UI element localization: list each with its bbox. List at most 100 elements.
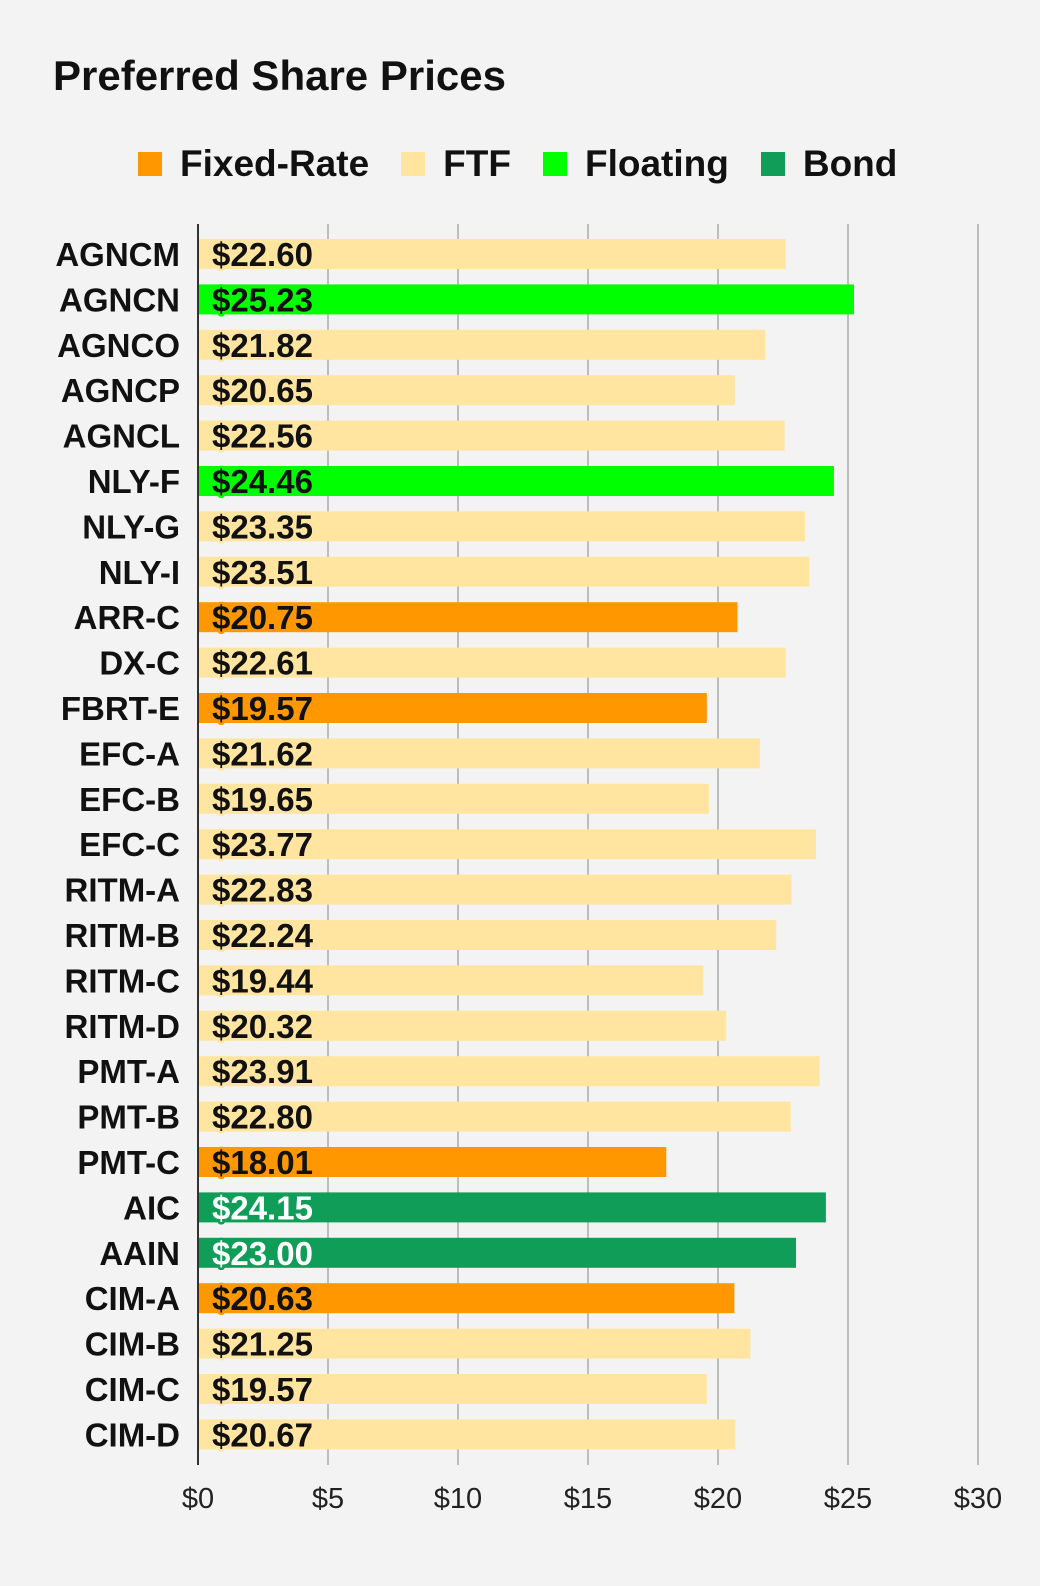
bar [199, 1419, 736, 1450]
bar [199, 556, 810, 587]
data-label: $22.56 [212, 418, 313, 455]
data-label: $20.65 [212, 372, 313, 409]
x-axis-ticks: $0 $5 $10 $15 $20 $25 $30 [182, 1483, 1002, 1515]
category-label: CIM-B [85, 1326, 180, 1363]
bar [199, 284, 854, 315]
bar [199, 1237, 796, 1268]
data-label: $23.35 [212, 508, 313, 545]
legend-label-ftf: FTF [443, 143, 511, 184]
data-label: $19.44 [212, 962, 314, 999]
bar [199, 965, 704, 996]
category-label: EFC-C [79, 826, 180, 863]
category-label: RITM-D [65, 1008, 180, 1045]
data-label: $18.01 [212, 1144, 313, 1181]
bar [199, 375, 735, 406]
category-label: EFC-A [79, 735, 180, 772]
data-label: $24.15 [212, 1189, 313, 1226]
data-label: $23.51 [212, 554, 313, 591]
legend-swatch-fixed-rate [138, 152, 162, 176]
data-label: $20.67 [212, 1416, 313, 1453]
data-label: $19.57 [212, 690, 313, 727]
legend-label-fixed-rate: Fixed-Rate [180, 143, 370, 184]
category-label: AIC [123, 1189, 180, 1226]
data-label: $23.77 [212, 826, 313, 863]
data-label: $22.24 [212, 917, 314, 954]
data-label: $24.46 [212, 463, 313, 500]
category-label: AGNCP [61, 372, 180, 409]
bar [199, 874, 792, 905]
data-label: $20.32 [212, 1008, 313, 1045]
bar [199, 738, 761, 769]
x-tick-label: $15 [564, 1483, 612, 1515]
category-label: NLY-I [99, 554, 180, 591]
x-tick-label: $25 [824, 1483, 872, 1515]
data-label: $25.23 [212, 281, 313, 318]
category-label: CIM-A [85, 1280, 180, 1317]
bar [199, 1374, 707, 1404]
bar [199, 602, 738, 633]
category-label: NLY-F [88, 463, 180, 500]
category-label: PMT-A [77, 1053, 180, 1090]
bar [199, 1283, 735, 1314]
data-label: $23.91 [212, 1053, 313, 1090]
x-tick-label: $10 [434, 1483, 482, 1515]
x-tick-label: $20 [694, 1483, 742, 1515]
bar [199, 329, 766, 360]
bar [199, 1056, 820, 1087]
category-label: RITM-A [65, 872, 180, 909]
bar [199, 1328, 751, 1359]
category-label: PMT-C [77, 1144, 180, 1181]
category-label: AGNCM [55, 236, 180, 273]
category-label: PMT-B [77, 1099, 180, 1136]
bar [199, 693, 707, 723]
data-label: $22.83 [212, 872, 313, 909]
bar [199, 239, 786, 269]
legend-label-floating: Floating [584, 143, 729, 184]
bar [199, 511, 806, 542]
data-label: $21.82 [212, 327, 313, 364]
category-label: NLY-G [82, 508, 180, 545]
x-tick-label: $5 [312, 1483, 344, 1515]
data-label: $20.75 [212, 599, 313, 636]
data-label: $22.60 [212, 236, 313, 273]
legend-swatch-ftf [401, 152, 426, 176]
data-label: $22.80 [212, 1099, 313, 1136]
legend-item-floating: Floating [542, 143, 729, 185]
bar [199, 1192, 826, 1223]
bars [199, 239, 854, 1450]
category-label: ARR-C [74, 599, 180, 636]
bar [199, 1147, 667, 1177]
data-label: $21.25 [212, 1326, 313, 1363]
data-label: $19.57 [212, 1371, 313, 1408]
data-label: $22.61 [212, 645, 313, 682]
chart-legend: Fixed-Rate FTF Floating Bond [138, 143, 929, 185]
bar [199, 1010, 727, 1041]
legend-item-ftf: FTF [401, 143, 511, 185]
category-label: AGNCL [63, 418, 180, 455]
legend-label-bond: Bond [802, 143, 898, 184]
bar [199, 1101, 791, 1132]
legend-swatch-floating [542, 152, 567, 176]
legend-item-bond: Bond [760, 143, 898, 185]
data-label: $23.00 [212, 1235, 313, 1272]
category-label: RITM-B [65, 917, 180, 954]
bar [199, 829, 817, 860]
bar [199, 783, 709, 814]
data-label: $19.65 [212, 781, 313, 818]
legend-item-fixed-rate: Fixed-Rate [138, 143, 369, 185]
bar [199, 647, 786, 678]
chart-title: Preferred Share Prices [53, 52, 506, 99]
category-label: RITM-C [65, 962, 180, 999]
bar [199, 466, 834, 496]
category-label: EFC-B [79, 781, 180, 818]
x-tick-label: $0 [182, 1483, 214, 1515]
bar [199, 920, 777, 950]
category-label: DX-C [99, 645, 180, 682]
category-label: AGNCO [57, 327, 180, 364]
category-label: CIM-C [85, 1371, 180, 1408]
labels: AGNCM $22.60 AGNCN $25.23 AGNCO $21.82 AGNCP $2… [55, 234, 316, 1456]
data-label: $21.62 [212, 735, 313, 772]
category-label: FBRT-E [61, 690, 180, 727]
